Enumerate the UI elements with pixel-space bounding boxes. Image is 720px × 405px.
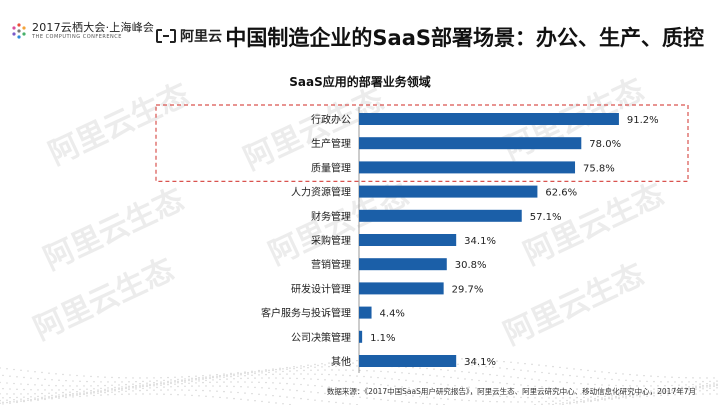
category-label: 采购管理: [311, 234, 351, 247]
value-label: 78.0%: [589, 139, 621, 150]
value-label: 29.7%: [452, 284, 484, 295]
slide-title: 中国制造企业的SaaS部署场景：办公、生产、质控: [225, 26, 704, 50]
value-label: 57.1%: [530, 212, 562, 223]
value-label: 34.1%: [464, 236, 496, 247]
bar: [359, 258, 447, 271]
aliyun-brand-text: 阿里云: [180, 29, 222, 45]
conference-text: 2017云栖大会·上海峰会 THE COMPUTING CONFERENCE: [32, 22, 154, 40]
value-label: 75.8%: [583, 163, 615, 174]
chart-title: SaaS应用的部署业务领域: [289, 75, 431, 89]
bar: [359, 161, 576, 174]
value-label: 34.1%: [464, 357, 496, 368]
conference-logo: 2017云栖大会·上海峰会 THE COMPUTING CONFERENCE: [10, 22, 154, 40]
value-label: 91.2%: [627, 115, 659, 126]
category-label: 人力资源管理: [291, 186, 351, 199]
category-label: 客户服务与投诉管理: [261, 307, 351, 320]
bar: [359, 209, 522, 222]
value-label: 62.6%: [545, 188, 577, 199]
aliyun-logo: 阿里云: [156, 26, 222, 46]
highlight-box: [155, 104, 689, 183]
category-label: 公司决策管理: [291, 331, 351, 344]
conference-name: 2017云栖大会·上海峰会: [32, 21, 155, 34]
data-source-note: 数据来源：《2017中国SaaS用户研究报告》，阿里云生态、阿里云研究中心、移动…: [326, 387, 696, 396]
value-label: 1.1%: [370, 333, 395, 344]
conference-dots-icon: [12, 23, 26, 39]
value-label: 4.4%: [380, 309, 405, 320]
bar: [359, 282, 444, 295]
category-label: 行政办公: [311, 113, 351, 126]
category-label: 其他: [331, 355, 351, 368]
aliyun-bracket-icon: [156, 29, 176, 43]
bar: [359, 185, 538, 198]
category-label: 研发设计管理: [291, 282, 351, 295]
value-label: 30.8%: [455, 260, 487, 271]
category-label: 生产管理: [311, 137, 351, 150]
bar: [359, 355, 457, 367]
bar: [359, 234, 457, 246]
bar: [359, 306, 372, 319]
bar: [359, 113, 619, 125]
conference-subtitle: THE COMPUTING CONFERENCE: [32, 34, 122, 40]
category-label: 营销管理: [311, 258, 351, 271]
bar: [359, 137, 582, 150]
category-label: 质量管理: [311, 161, 351, 174]
category-label: 财务管理: [311, 210, 351, 223]
bar: [359, 330, 363, 343]
